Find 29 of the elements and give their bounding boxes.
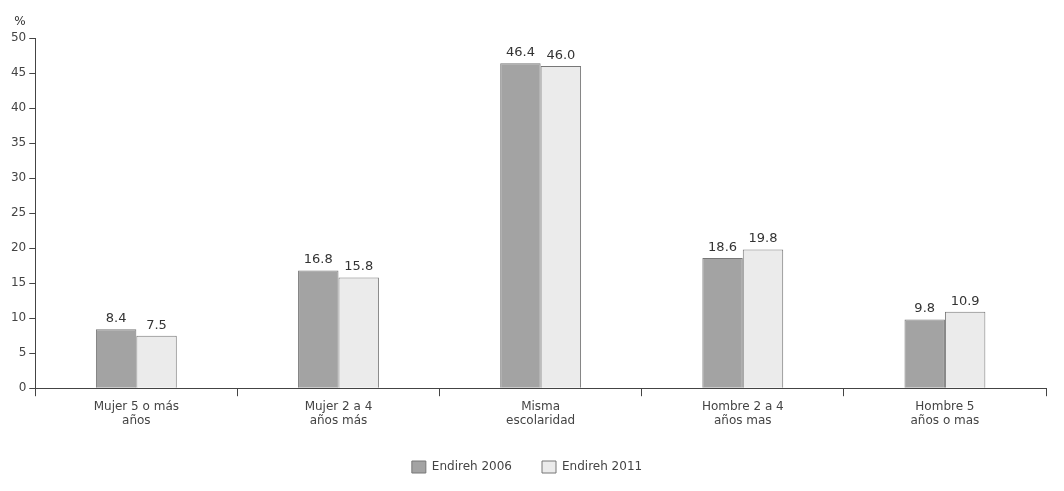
y-tick-label: 35 <box>10 135 27 150</box>
y-tick-label: 30 <box>10 170 27 185</box>
data-label: 46.4 <box>505 44 535 60</box>
legend-label: Endireh 2011 <box>562 459 643 474</box>
y-tick-label: 0 <box>18 380 27 395</box>
y-tick-label: 45 <box>10 65 27 80</box>
x-tick-label: Misma escolaridad <box>506 398 576 427</box>
data-label: 10.9 <box>950 292 980 308</box>
x-tick-label: Mujer 2 a 4 años más <box>304 398 373 427</box>
data-label: 9.8 <box>914 300 936 316</box>
y-axis-title: % <box>14 14 26 29</box>
data-label: 15.8 <box>344 258 374 274</box>
legend-label: Endireh 2006 <box>431 459 513 474</box>
data-label: 16.8 <box>303 251 333 267</box>
y-tick-label: 25 <box>10 205 27 220</box>
data-label: 7.5 <box>146 316 167 332</box>
data-label: 18.6 <box>708 238 738 254</box>
x-tick-label: Hombre 2 a 4 años mas <box>701 398 784 427</box>
y-tick-label: 5 <box>18 345 27 360</box>
data-label: 46.0 <box>546 46 576 62</box>
y-tick-label: 40 <box>10 100 27 115</box>
x-tick-label: Hombre 5 años o mas <box>910 398 980 427</box>
data-label: 19.8 <box>748 230 778 246</box>
data-label: 8.4 <box>105 310 127 326</box>
y-tick-label: 20 <box>10 240 27 255</box>
y-tick-label: 10 <box>10 310 27 325</box>
y-tick-label: 15 <box>10 275 27 290</box>
x-tick-label: Mujer 5 o más años <box>93 398 180 427</box>
y-tick-label: 50 <box>10 30 27 45</box>
